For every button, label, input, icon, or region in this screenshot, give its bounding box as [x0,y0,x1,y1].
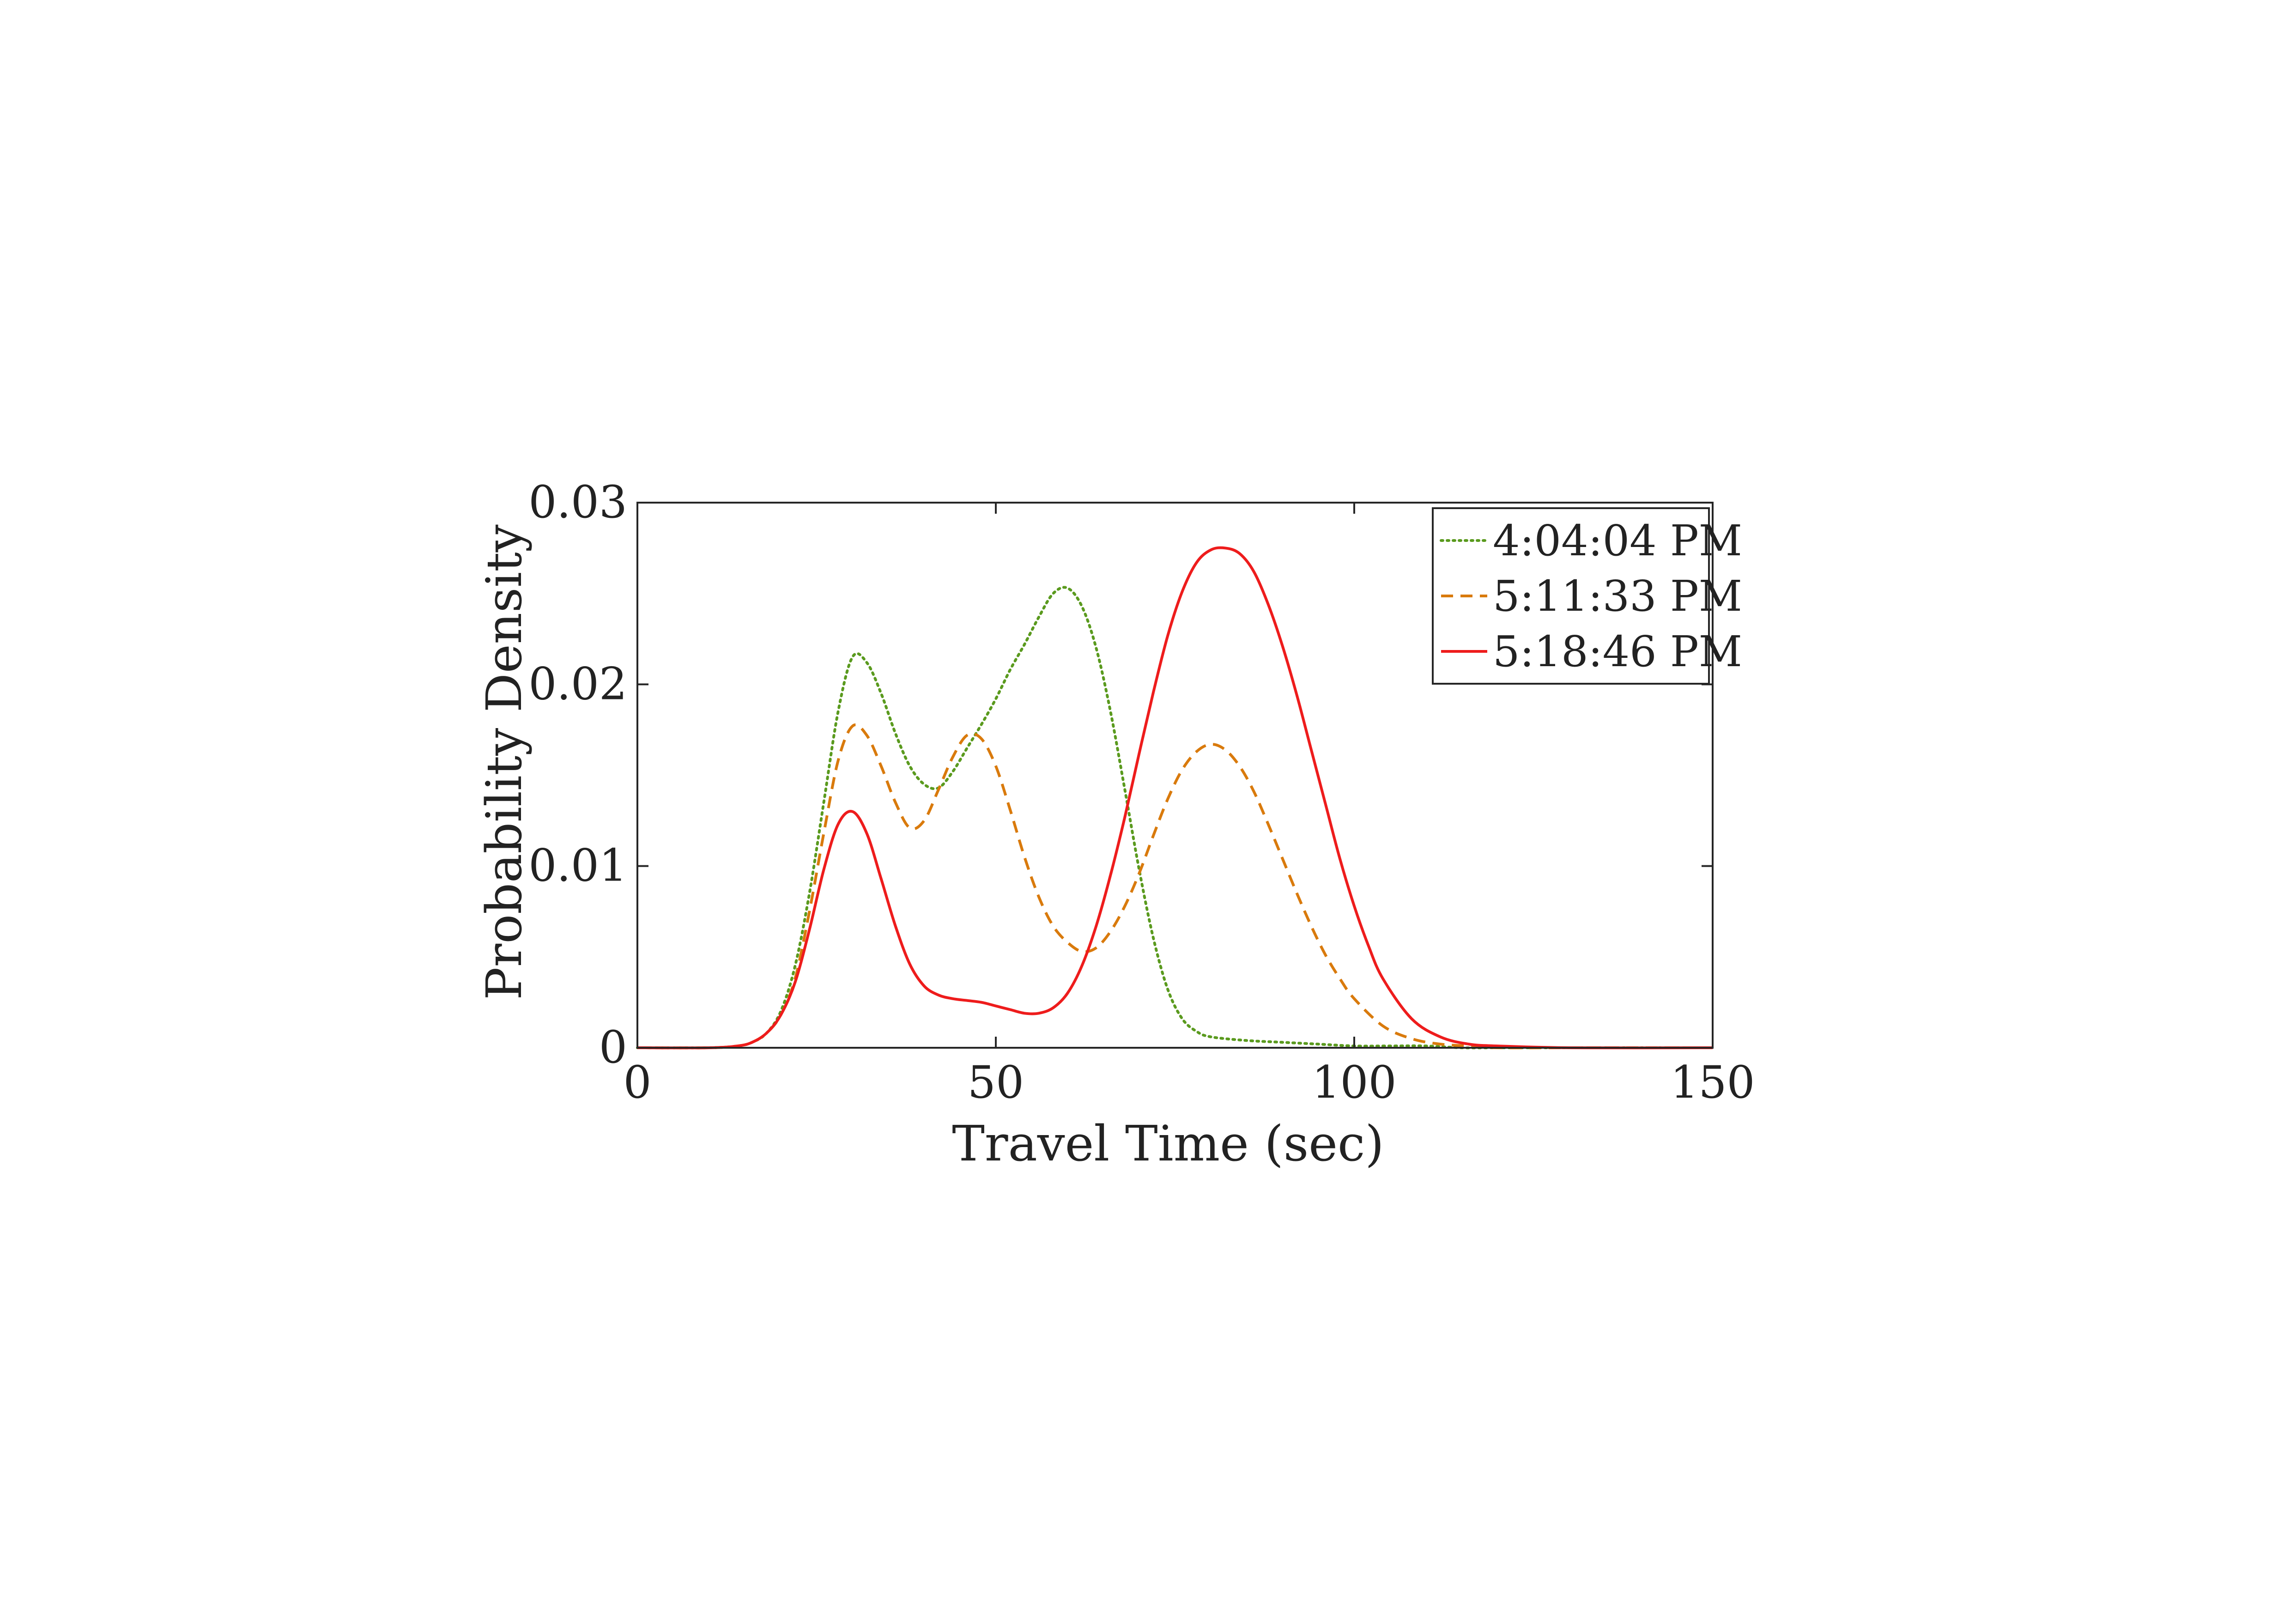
legend-label-1: 4:04:04 PM [1493,516,1742,565]
x-tick-label: 50 [968,1057,1024,1108]
x-tick-label: 100 [1312,1057,1396,1108]
x-axis-label: Travel Time (sec) [952,1115,1384,1172]
y-tick-label: 0.01 [528,840,627,892]
x-tick-label: 150 [1670,1057,1755,1108]
y-tick-label: 0 [599,1021,627,1073]
legend: 4:04:04 PM 5:11:33 PM 5:18:46 PM [1432,507,1742,685]
x-tick-label: 0 [623,1057,651,1108]
axes-layer: 0 50 100 150 0 0.01 0.02 0.03 [528,476,1755,1108]
series-layer [636,546,1714,1050]
legend-label-3: 5:18:46 PM [1493,627,1742,676]
legend-label-2: 5:11:33 PM [1493,571,1742,621]
series-line-2 [637,723,1713,1050]
series-line-3 [637,546,1713,1050]
series-line-1 [636,586,1714,1050]
legend-box [1432,507,1710,685]
y-tick-label: 0.03 [528,476,627,528]
y-axis-label: Probability Density [476,524,533,1000]
y-tick-label: 0.02 [528,658,627,710]
plot-frame [636,502,1714,1049]
